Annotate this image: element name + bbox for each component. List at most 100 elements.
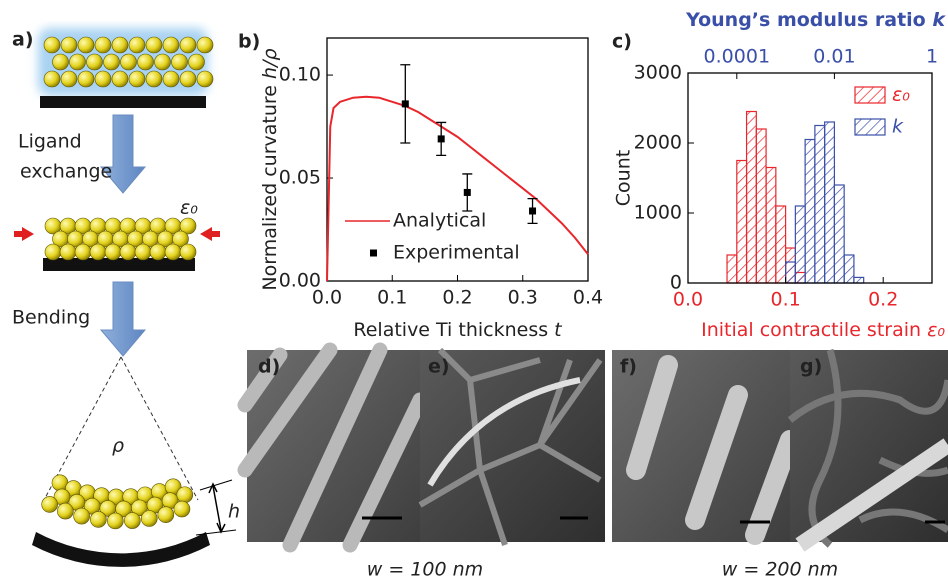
axis-title-symbol: k <box>932 9 946 31</box>
sem-images <box>237 342 948 553</box>
axis-title: Normalized curvature h/ρ <box>259 48 281 290</box>
legend-swatch <box>370 249 377 257</box>
nanoparticle <box>44 243 62 261</box>
nanoparticle <box>107 512 124 530</box>
panel-label: e) <box>428 356 450 378</box>
panel-label: c) <box>612 31 632 53</box>
nanoparticle <box>179 217 197 235</box>
nanoparticle <box>89 243 107 261</box>
histogram-bar <box>755 128 767 284</box>
nanoparticle <box>137 53 154 71</box>
membrane <box>418 347 603 546</box>
nanoparticle <box>179 36 197 54</box>
x-tick-label: 0.0 <box>673 289 703 311</box>
nanoparticle <box>145 70 163 88</box>
legend-swatch <box>854 118 886 136</box>
arrow <box>99 114 147 194</box>
x-tick-label: 0.3 <box>508 287 538 309</box>
nanowires <box>626 355 800 545</box>
histogram-bar <box>726 254 738 284</box>
panel-label: d) <box>258 356 280 378</box>
nanoparticle <box>119 243 137 261</box>
nanoparticle <box>69 53 86 71</box>
nanoparticle <box>157 506 175 523</box>
axis-title: Initial contractile strain ε₀ <box>701 319 945 341</box>
x-tick-label: 0.1 <box>377 287 407 309</box>
histogram-bar <box>745 110 757 284</box>
nanoparticle <box>111 70 129 88</box>
histogram-bar <box>824 121 836 284</box>
arrow <box>99 281 147 357</box>
thickness-label: h <box>228 501 240 523</box>
nanoparticle <box>124 512 141 529</box>
caption: w = 200 nm <box>722 559 838 581</box>
nanoparticle <box>154 53 171 71</box>
x2-tick-label: 1 <box>926 46 938 68</box>
nanoparticle <box>60 36 78 54</box>
y-tick-label: 3000 <box>634 62 682 84</box>
nanoparticle <box>145 36 163 54</box>
step-label: exchange <box>20 161 112 183</box>
y-tick-label: 0.10 <box>279 64 321 86</box>
x-tick-label: 0.2 <box>868 289 898 311</box>
nanoparticle <box>73 507 90 525</box>
nanoparticle <box>172 230 189 248</box>
data-point <box>463 188 471 196</box>
nanoparticle <box>90 511 107 528</box>
nanoparticle <box>162 70 180 88</box>
nanoparticle <box>196 70 214 88</box>
panel-label: g) <box>800 356 822 378</box>
nanowire <box>795 438 948 552</box>
data-point <box>529 207 537 215</box>
x-tick-label: 0.4 <box>573 287 603 309</box>
guide-line <box>199 479 233 491</box>
histogram-bar <box>765 166 777 284</box>
data-point <box>401 100 409 108</box>
nanoparticle <box>188 53 205 71</box>
nanoparticle <box>134 243 152 261</box>
legend-label: k <box>892 116 904 138</box>
axis-title: Count <box>613 150 635 206</box>
nanoparticle <box>179 70 197 88</box>
x-tick-label: 0.0 <box>312 287 342 309</box>
histogram-bar <box>804 138 816 284</box>
substrate <box>32 532 210 567</box>
schematic <box>14 28 237 567</box>
arrow <box>200 227 220 241</box>
y-tick-label: 1000 <box>634 202 682 224</box>
step-label: Ligand <box>18 131 82 153</box>
nanoparticle <box>140 510 158 527</box>
data-point <box>437 135 445 143</box>
nanoparticle <box>103 53 120 71</box>
nanoparticle <box>94 70 112 88</box>
y-tick-label: 0.05 <box>279 167 321 189</box>
nanoparticle <box>86 53 103 71</box>
x-tick-label: 0.2 <box>442 287 472 309</box>
histogram-bar <box>794 205 806 284</box>
nanoparticle <box>120 53 137 71</box>
nanoparticle <box>179 243 197 261</box>
histogram-bar <box>814 124 826 284</box>
nanoparticle <box>59 243 77 261</box>
x2-tick-label: 0.01 <box>813 46 855 68</box>
line-series <box>326 95 589 282</box>
axis-title-symbol: h/ρ <box>259 48 281 79</box>
axis-title-text: Relative Ti thickness <box>353 319 548 341</box>
caption: w = 100 nm <box>367 559 483 581</box>
y-tick-label: 0 <box>670 272 682 294</box>
panel-label: a) <box>12 29 34 51</box>
legend-label: Analytical <box>393 210 486 232</box>
nanoparticle <box>196 36 214 54</box>
panel-label: f) <box>620 356 637 378</box>
nanoparticle <box>164 243 182 261</box>
x2-tick-label: 0.0001 <box>704 46 770 68</box>
x-tick-label: 0.1 <box>770 289 800 311</box>
histogram-bar <box>853 276 865 284</box>
legend-label: Experimental <box>393 242 520 264</box>
axis-title: Relative Ti thickness t <box>353 319 563 341</box>
nanoparticle <box>94 36 112 54</box>
sem-image <box>790 350 948 542</box>
axis-title: Young’s modulus ratio k <box>685 9 946 31</box>
nanoparticle <box>104 243 122 261</box>
substrate <box>40 96 206 108</box>
